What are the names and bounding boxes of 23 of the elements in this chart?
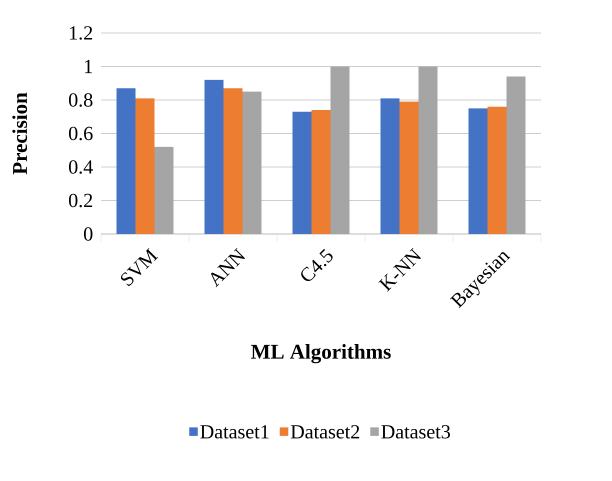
y-axis-title: Precision (12, 92, 28, 174)
legend-label: Dataset3 (381, 425, 450, 439)
y-tick-label: 0.4 (68, 160, 93, 174)
bar (292, 112, 312, 234)
y-tick-label: 0 (84, 227, 92, 241)
bar (380, 98, 400, 234)
bar (468, 108, 488, 234)
bar (400, 102, 418, 234)
x-tick-label: C4.5 (301, 248, 333, 282)
y-tick-label: 0.8 (68, 93, 92, 107)
y-tick-label: 0.2 (68, 194, 92, 208)
y-tick-label: 0.6 (68, 126, 93, 140)
y-tick-label: 1 (84, 60, 92, 74)
bar (204, 80, 224, 234)
bar (136, 98, 155, 234)
bar (116, 88, 136, 234)
bar (488, 106, 506, 234)
bar (312, 110, 330, 234)
legend-label: Dataset2 (290, 425, 360, 439)
x-axis-title: ML Algorithms (251, 344, 391, 364)
bar (224, 88, 243, 234)
y-tick-label: 1.2 (70, 26, 92, 40)
legend-label: Dataset1 (200, 425, 269, 439)
